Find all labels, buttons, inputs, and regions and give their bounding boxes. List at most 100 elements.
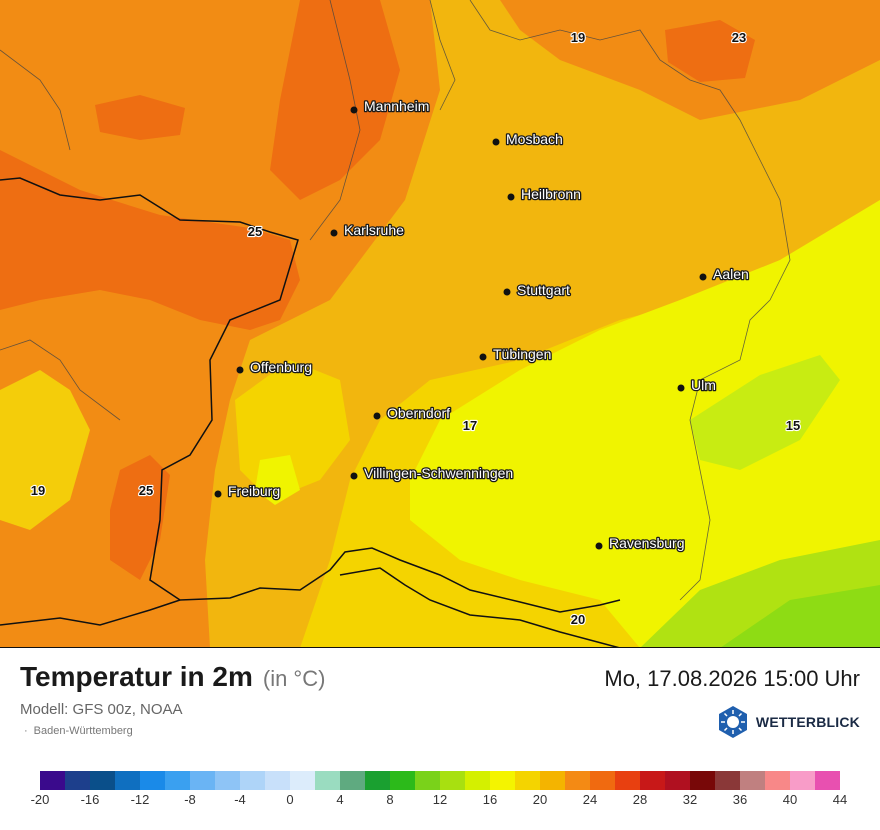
city-mosbach[interactable]: Mosbach [492, 130, 564, 148]
state-borders [0, 0, 791, 601]
contour-label: 20 [571, 612, 585, 627]
svg-text:Tübingen: Tübingen [493, 346, 551, 362]
color-scale-tick-label: 8 [386, 792, 394, 807]
model-label: Modell: GFS 00z, NOAA [20, 701, 183, 718]
city-ulm[interactable]: Ulm [677, 376, 717, 394]
city-stuttgart[interactable]: Stuttgart [503, 281, 571, 299]
color-scale-swatch [215, 771, 240, 790]
forecast-datetime: Mo, 17.08.2026 15:00 Uhr [604, 666, 860, 691]
city-aalen[interactable]: Aalen [699, 265, 750, 283]
color-scale-tick-label: -16 [80, 792, 100, 807]
color-scale-swatch [290, 771, 315, 790]
color-scale-swatch [165, 771, 190, 790]
contour-label: 17 [463, 418, 477, 433]
color-scale-swatch [740, 771, 765, 790]
color-scale-tick-label: 32 [682, 792, 698, 807]
temperature-zone-20-west [0, 370, 90, 530]
city-karlsruhe[interactable]: Karlsruhe [330, 221, 405, 239]
color-scale-swatch [340, 771, 365, 790]
city-markers: Mannheim Mosbach Heilbronn Karlsruhe Aal… [214, 97, 750, 552]
color-scale-tick-label: -20 [30, 792, 50, 807]
country-borders [0, 177, 621, 648]
color-scale-swatch [490, 771, 515, 790]
svg-text:Offenburg: Offenburg [250, 359, 312, 375]
color-scale-swatch [365, 771, 390, 790]
color-scale-swatch [440, 771, 465, 790]
temperature-zone-26-hotspot-a [95, 95, 185, 140]
color-scale-swatch [315, 771, 340, 790]
color-scale-tick-label: 0 [286, 792, 294, 807]
color-scale-tick-label: -8 [184, 792, 196, 807]
color-scale-swatch [615, 771, 640, 790]
temperature-zone-15 [690, 355, 840, 470]
color-scale-swatch [790, 771, 815, 790]
color-scale-swatch [690, 771, 715, 790]
contour-labels: 19 23 25 17 15 19 25 20 [30, 29, 802, 628]
color-scale-swatch [140, 771, 165, 790]
color-scale-tick-label: 40 [782, 792, 798, 807]
color-scale-swatch [515, 771, 540, 790]
contour-label: 19 [31, 483, 45, 498]
temperature-map: Mannheim Mosbach Heilbronn Karlsruhe Aal… [0, 0, 880, 648]
temperature-zone-26-north [270, 0, 400, 200]
svg-text:Karlsruhe: Karlsruhe [344, 222, 404, 238]
color-scale-swatch [465, 771, 490, 790]
contour-label: 25 [248, 224, 262, 239]
city-oberndorf[interactable]: Oberndorf [373, 404, 451, 422]
city-mannheim[interactable]: Mannheim [350, 97, 431, 115]
svg-text:Ulm: Ulm [691, 377, 716, 393]
color-scale-swatch [815, 771, 840, 790]
svg-text:Oberndorf: Oberndorf [387, 405, 450, 421]
city-freiburg[interactable]: Freiburg [214, 482, 281, 500]
svg-text:Mosbach: Mosbach [506, 131, 563, 147]
color-scale-tick-label: 4 [336, 792, 344, 807]
color-scale-swatch [540, 771, 565, 790]
color-scale-swatch [715, 771, 740, 790]
svg-text:Ravensburg: Ravensburg [609, 535, 685, 551]
color-scale-swatch [665, 771, 690, 790]
color-scale-swatch [765, 771, 790, 790]
svg-text:Stuttgart: Stuttgart [517, 282, 570, 298]
brand-logo[interactable]: WETTERBLICK [716, 705, 860, 739]
city-tuebingen[interactable]: Tübingen [479, 345, 553, 363]
color-scale-swatch [240, 771, 265, 790]
contour-label: 23 [732, 30, 746, 45]
color-scale-tick-label: 12 [432, 792, 448, 807]
city-offenburg[interactable]: Offenburg [236, 358, 313, 376]
color-scale-tick-label: -12 [130, 792, 150, 807]
city-ravensburg[interactable]: Ravensburg [595, 534, 686, 552]
color-scale-swatch [115, 771, 140, 790]
color-scale-swatch [265, 771, 290, 790]
color-scale-swatch [190, 771, 215, 790]
color-scale-labels: -20 -16 -12 -8 -4 0 4 8 12 16 20 24 28 32 36 40 44 [31, 792, 848, 808]
map-title: Temperatur in 2m (in °C) [20, 661, 325, 693]
svg-text:Villingen-Schwenningen: Villingen-Schwenningen [364, 465, 513, 481]
color-scale-swatch [640, 771, 665, 790]
svg-text:Aalen: Aalen [713, 266, 749, 282]
unit-label: (in °C) [262, 666, 326, 691]
region-label: · Baden-Württemberg [24, 725, 133, 737]
color-scale-swatch [590, 771, 615, 790]
color-scale-swatch [565, 771, 590, 790]
color-scale-tick-label: 20 [532, 792, 548, 807]
contour-label: 15 [786, 418, 800, 433]
sun-hexagon-icon [718, 706, 747, 738]
color-scale-tick-label: 44 [832, 792, 848, 807]
color-scale-swatch [390, 771, 415, 790]
color-scale-tick-label: 16 [482, 792, 498, 807]
temperature-zone-18 [410, 200, 880, 648]
brand-name: WETTERBLICK [755, 714, 860, 730]
legend-panel [0, 648, 880, 830]
temperature-zone-26 [0, 150, 300, 330]
bullet-icon: · [24, 725, 28, 737]
temperature-zone-18-pocket [255, 455, 300, 505]
city-villingen-schwenningen[interactable]: Villingen-Schwenningen [350, 464, 514, 482]
contour-label: 19 [571, 30, 585, 45]
color-scale-tick-label: 28 [632, 792, 648, 807]
color-scale-tick-label: 24 [582, 792, 598, 807]
contour-label: 25 [139, 483, 153, 498]
svg-text:Freiburg: Freiburg [228, 483, 280, 499]
color-scale-bar [40, 771, 840, 790]
temperature-zone-26-hotspot-b [665, 20, 755, 82]
city-heilbronn[interactable]: Heilbronn [507, 185, 582, 203]
